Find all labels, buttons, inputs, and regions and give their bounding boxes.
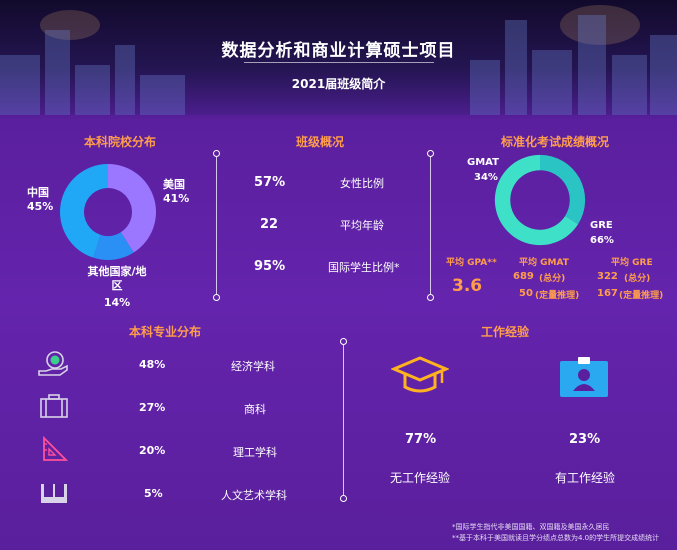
gmat-total: 689	[513, 271, 534, 282]
slice-label-us: 美国	[163, 178, 185, 191]
header-banner	[0, 0, 677, 115]
footnote-1: *国际学生指代非美国国籍、双国籍及美国永久居民	[452, 523, 610, 531]
no-work-value: 77%	[405, 432, 437, 447]
gmat-label: 平均 GMAT	[519, 258, 569, 268]
major-econ-label: 经济学科	[231, 360, 275, 373]
gmat-total-note: (总分)	[539, 274, 566, 284]
no-work-label: 无工作经验	[390, 471, 451, 485]
briefcase-icon	[40, 394, 68, 418]
gre-quant: 167	[597, 288, 618, 299]
graduation-cap-icon	[391, 356, 449, 393]
money-hand-icon	[38, 351, 68, 376]
school-slice-0	[108, 164, 156, 253]
gpa-value: 3.6	[452, 276, 483, 296]
major-biz-label: 商科	[244, 403, 266, 416]
gre-share-value: 66%	[590, 235, 614, 246]
gre-total-note: (总分)	[624, 274, 651, 284]
major-biz-value: 27%	[139, 401, 166, 414]
gpa-label: 平均 GPA**	[446, 258, 497, 268]
gmat-quant: 50	[519, 288, 533, 299]
slice-value-cn: 45%	[27, 200, 54, 213]
footnote-2: **基于本科于美国就读且学分绩点总数为4.0的学生所提交成绩统计	[452, 534, 660, 542]
ruler-triangle-icon	[43, 435, 69, 461]
divider-3	[340, 338, 347, 502]
major-stem-label: 理工学科	[233, 446, 277, 459]
undergrad-school-title: 本科院校分布	[83, 135, 156, 149]
female-ratio-value: 57%	[254, 175, 286, 190]
slice-value-other: 14%	[103, 296, 131, 309]
has-work-label: 有工作经验	[555, 471, 616, 485]
avg-age-value: 22	[260, 217, 279, 232]
page-title: 数据分析和商业计算硕士项目	[221, 41, 456, 61]
gre-label: 平均 GRE	[611, 258, 653, 268]
major-arts-value: 5%	[144, 487, 163, 500]
intl-ratio-value: 95%	[254, 259, 286, 274]
work-experience-title: 工作经验	[480, 325, 529, 339]
divider-2	[427, 150, 434, 301]
test-slice-1	[494, 154, 579, 246]
gre-total: 322	[597, 271, 618, 282]
test-scores-donut	[494, 154, 586, 246]
major-econ-value: 48%	[139, 358, 166, 371]
test-slice-0	[540, 154, 586, 225]
class-overview-title: 班级概况	[295, 135, 344, 149]
slice-label-cn: 中国	[27, 186, 49, 199]
undergrad-major-title: 本科专业分布	[128, 325, 201, 339]
gmat-share-label: GMAT	[467, 157, 499, 168]
school-slice-2	[60, 164, 108, 258]
has-work-value: 23%	[569, 432, 601, 447]
gmat-share-value: 34%	[474, 172, 498, 183]
major-arts-label: 人文艺术学科	[221, 489, 287, 502]
intl-ratio-label: 国际学生比例*	[328, 261, 400, 274]
divider-1	[213, 150, 220, 301]
gmat-quant-note: (定量推理)	[535, 291, 580, 301]
major-stem-value: 20%	[139, 444, 166, 457]
test-scores-title: 标准化考试成绩概况	[500, 135, 609, 149]
title-divider	[244, 62, 434, 63]
avg-age-label: 平均年龄	[340, 219, 384, 232]
slice-label-other: 其他国家/地区	[87, 265, 147, 292]
book-icon	[41, 484, 67, 503]
slice-value-us: 41%	[163, 192, 190, 205]
gre-quant-note: (定量推理)	[619, 291, 664, 301]
id-badge-icon	[560, 357, 608, 397]
undergrad-school-donut	[60, 164, 156, 260]
female-ratio-label: 女性比例	[340, 177, 384, 190]
school-slice-1	[93, 232, 134, 260]
page-subtitle: 2021届班级简介	[291, 77, 386, 91]
gre-share-label: GRE	[590, 220, 613, 231]
